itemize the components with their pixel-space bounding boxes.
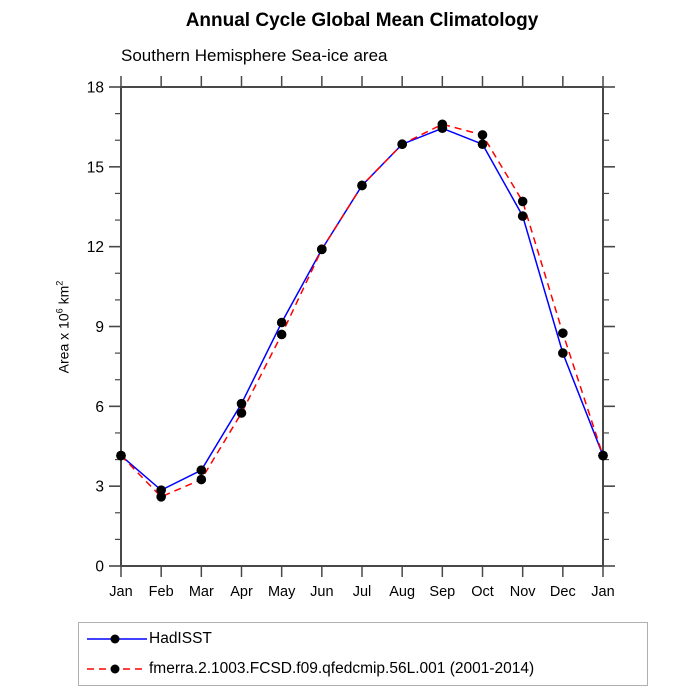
legend-label: HadISST — [149, 630, 212, 647]
series-line-1 — [120, 123, 604, 498]
y-tick-label: 3 — [95, 479, 104, 496]
y-tick-label: 9 — [95, 319, 104, 336]
data-point-marker — [517, 196, 528, 207]
data-point-marker — [317, 244, 327, 255]
data-point-marker — [276, 317, 287, 328]
chart-subtitle: Southern Hemisphere Sea-ice area — [121, 46, 388, 65]
x-tick-label: Aug — [389, 584, 415, 600]
data-point-marker — [357, 180, 367, 191]
x-tick-label: Oct — [471, 584, 494, 600]
legend-label: fmerra.2.1003.FCSD.f09.qfedcmip.56L.001 … — [149, 660, 535, 677]
legend-item-hadisst: HadISST — [79, 624, 647, 654]
data-point-marker — [558, 328, 568, 338]
legend-item-fmerra: fmerra.2.1003.FCSD.f09.qfedcmip.56L.001 … — [79, 654, 647, 684]
legend-sample-marker — [110, 664, 120, 674]
y-tick-label: 6 — [95, 399, 104, 416]
data-point-marker — [397, 139, 407, 150]
data-point-marker — [156, 485, 166, 495]
data-point-marker — [477, 130, 488, 140]
data-point-marker — [156, 492, 166, 502]
legend-sample-marker — [110, 634, 120, 644]
data-point-marker — [236, 398, 247, 409]
data-point-marker — [116, 450, 126, 461]
legend: HadISST fmerra.2.1003.FCSD.f09.qfedcmip.… — [78, 622, 648, 686]
data-point-marker — [437, 119, 448, 130]
data-point-marker — [517, 211, 528, 221]
chart-title: Annual Cycle Global Mean Climatology — [185, 10, 539, 31]
x-tick-label: Nov — [510, 584, 537, 600]
x-tick-label: Apr — [230, 584, 253, 600]
data-point-marker — [598, 450, 608, 461]
plot-frame — [120, 86, 604, 567]
x-tick-label: May — [268, 584, 296, 600]
y-tick-label: 12 — [87, 239, 104, 256]
data-point-marker — [477, 139, 488, 150]
x-tick-label: Jun — [310, 584, 333, 600]
legend-line-sample-solid — [87, 634, 147, 644]
x-tick-label: Jan — [591, 584, 614, 600]
x-tick-label: Jan — [109, 584, 132, 600]
data-point-marker — [236, 408, 247, 418]
data-point-marker — [196, 465, 207, 476]
x-tick-label: Dec — [550, 584, 576, 600]
x-tick-label: Feb — [149, 584, 174, 600]
x-tick-label: Jul — [353, 584, 372, 600]
legend-line-sample-dashed — [87, 664, 147, 674]
data-point-marker — [196, 474, 207, 485]
x-tick-label: Mar — [189, 584, 214, 600]
y-tick-label: 0 — [95, 558, 104, 575]
data-point-marker — [558, 348, 568, 358]
data-point-marker — [276, 329, 287, 340]
y-tick-label: 18 — [87, 79, 104, 96]
y-tick-label: 15 — [87, 159, 104, 176]
x-tick-label: Sep — [429, 584, 455, 600]
